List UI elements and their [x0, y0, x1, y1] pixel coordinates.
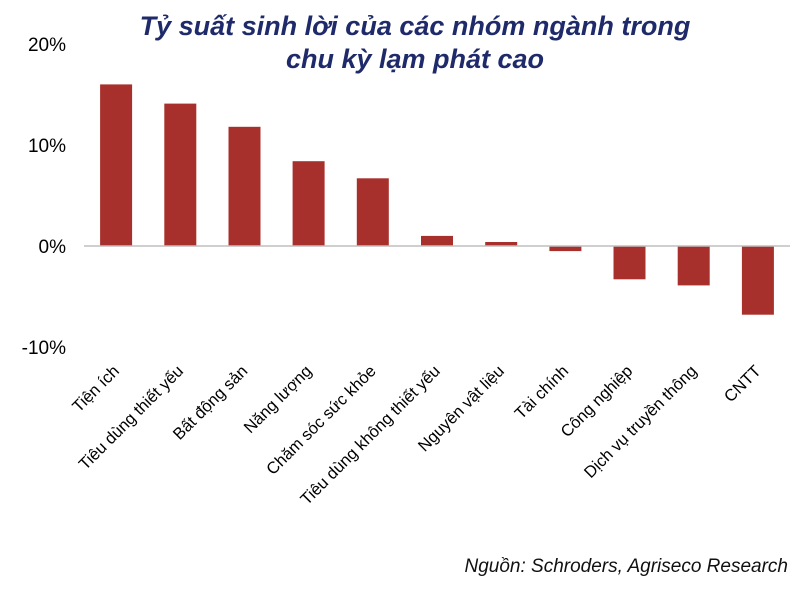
y-tick-label: 20% — [28, 35, 66, 56]
category-label: Dịch vụ truyền thông — [581, 362, 701, 482]
y-axis-ticks: 20% 10% 0% -10% — [22, 35, 66, 359]
bar — [100, 84, 133, 247]
category-label: Tiện ích — [69, 362, 123, 416]
bar — [164, 103, 197, 246]
category-label: CNTT — [721, 362, 765, 406]
chart-title-line-1: Tỷ suất sinh lời của các nhóm ngành tron… — [139, 11, 691, 41]
bar — [421, 235, 453, 246]
y-tick-label: 10% — [28, 136, 66, 157]
bar — [228, 126, 261, 246]
source-note: Nguồn: Schroders, Agriseco Research — [464, 556, 788, 577]
bar — [356, 178, 389, 246]
category-label: Tài chính — [511, 362, 572, 423]
chart-title-line-2: chu kỳ lạm phát cao — [285, 44, 545, 74]
bars — [100, 84, 774, 315]
category-label: Chăm sóc sức khỏe — [263, 362, 380, 479]
bar — [549, 246, 582, 252]
bar — [741, 246, 774, 315]
chart-title: Tỷ suất sinh lời của các nhóm ngành tron… — [40, 10, 790, 76]
y-tick-label: 0% — [39, 237, 67, 258]
y-tick-label: -10% — [22, 338, 66, 359]
bar — [292, 161, 325, 246]
bar — [677, 246, 710, 286]
bar — [613, 246, 646, 280]
bar — [485, 242, 518, 246]
